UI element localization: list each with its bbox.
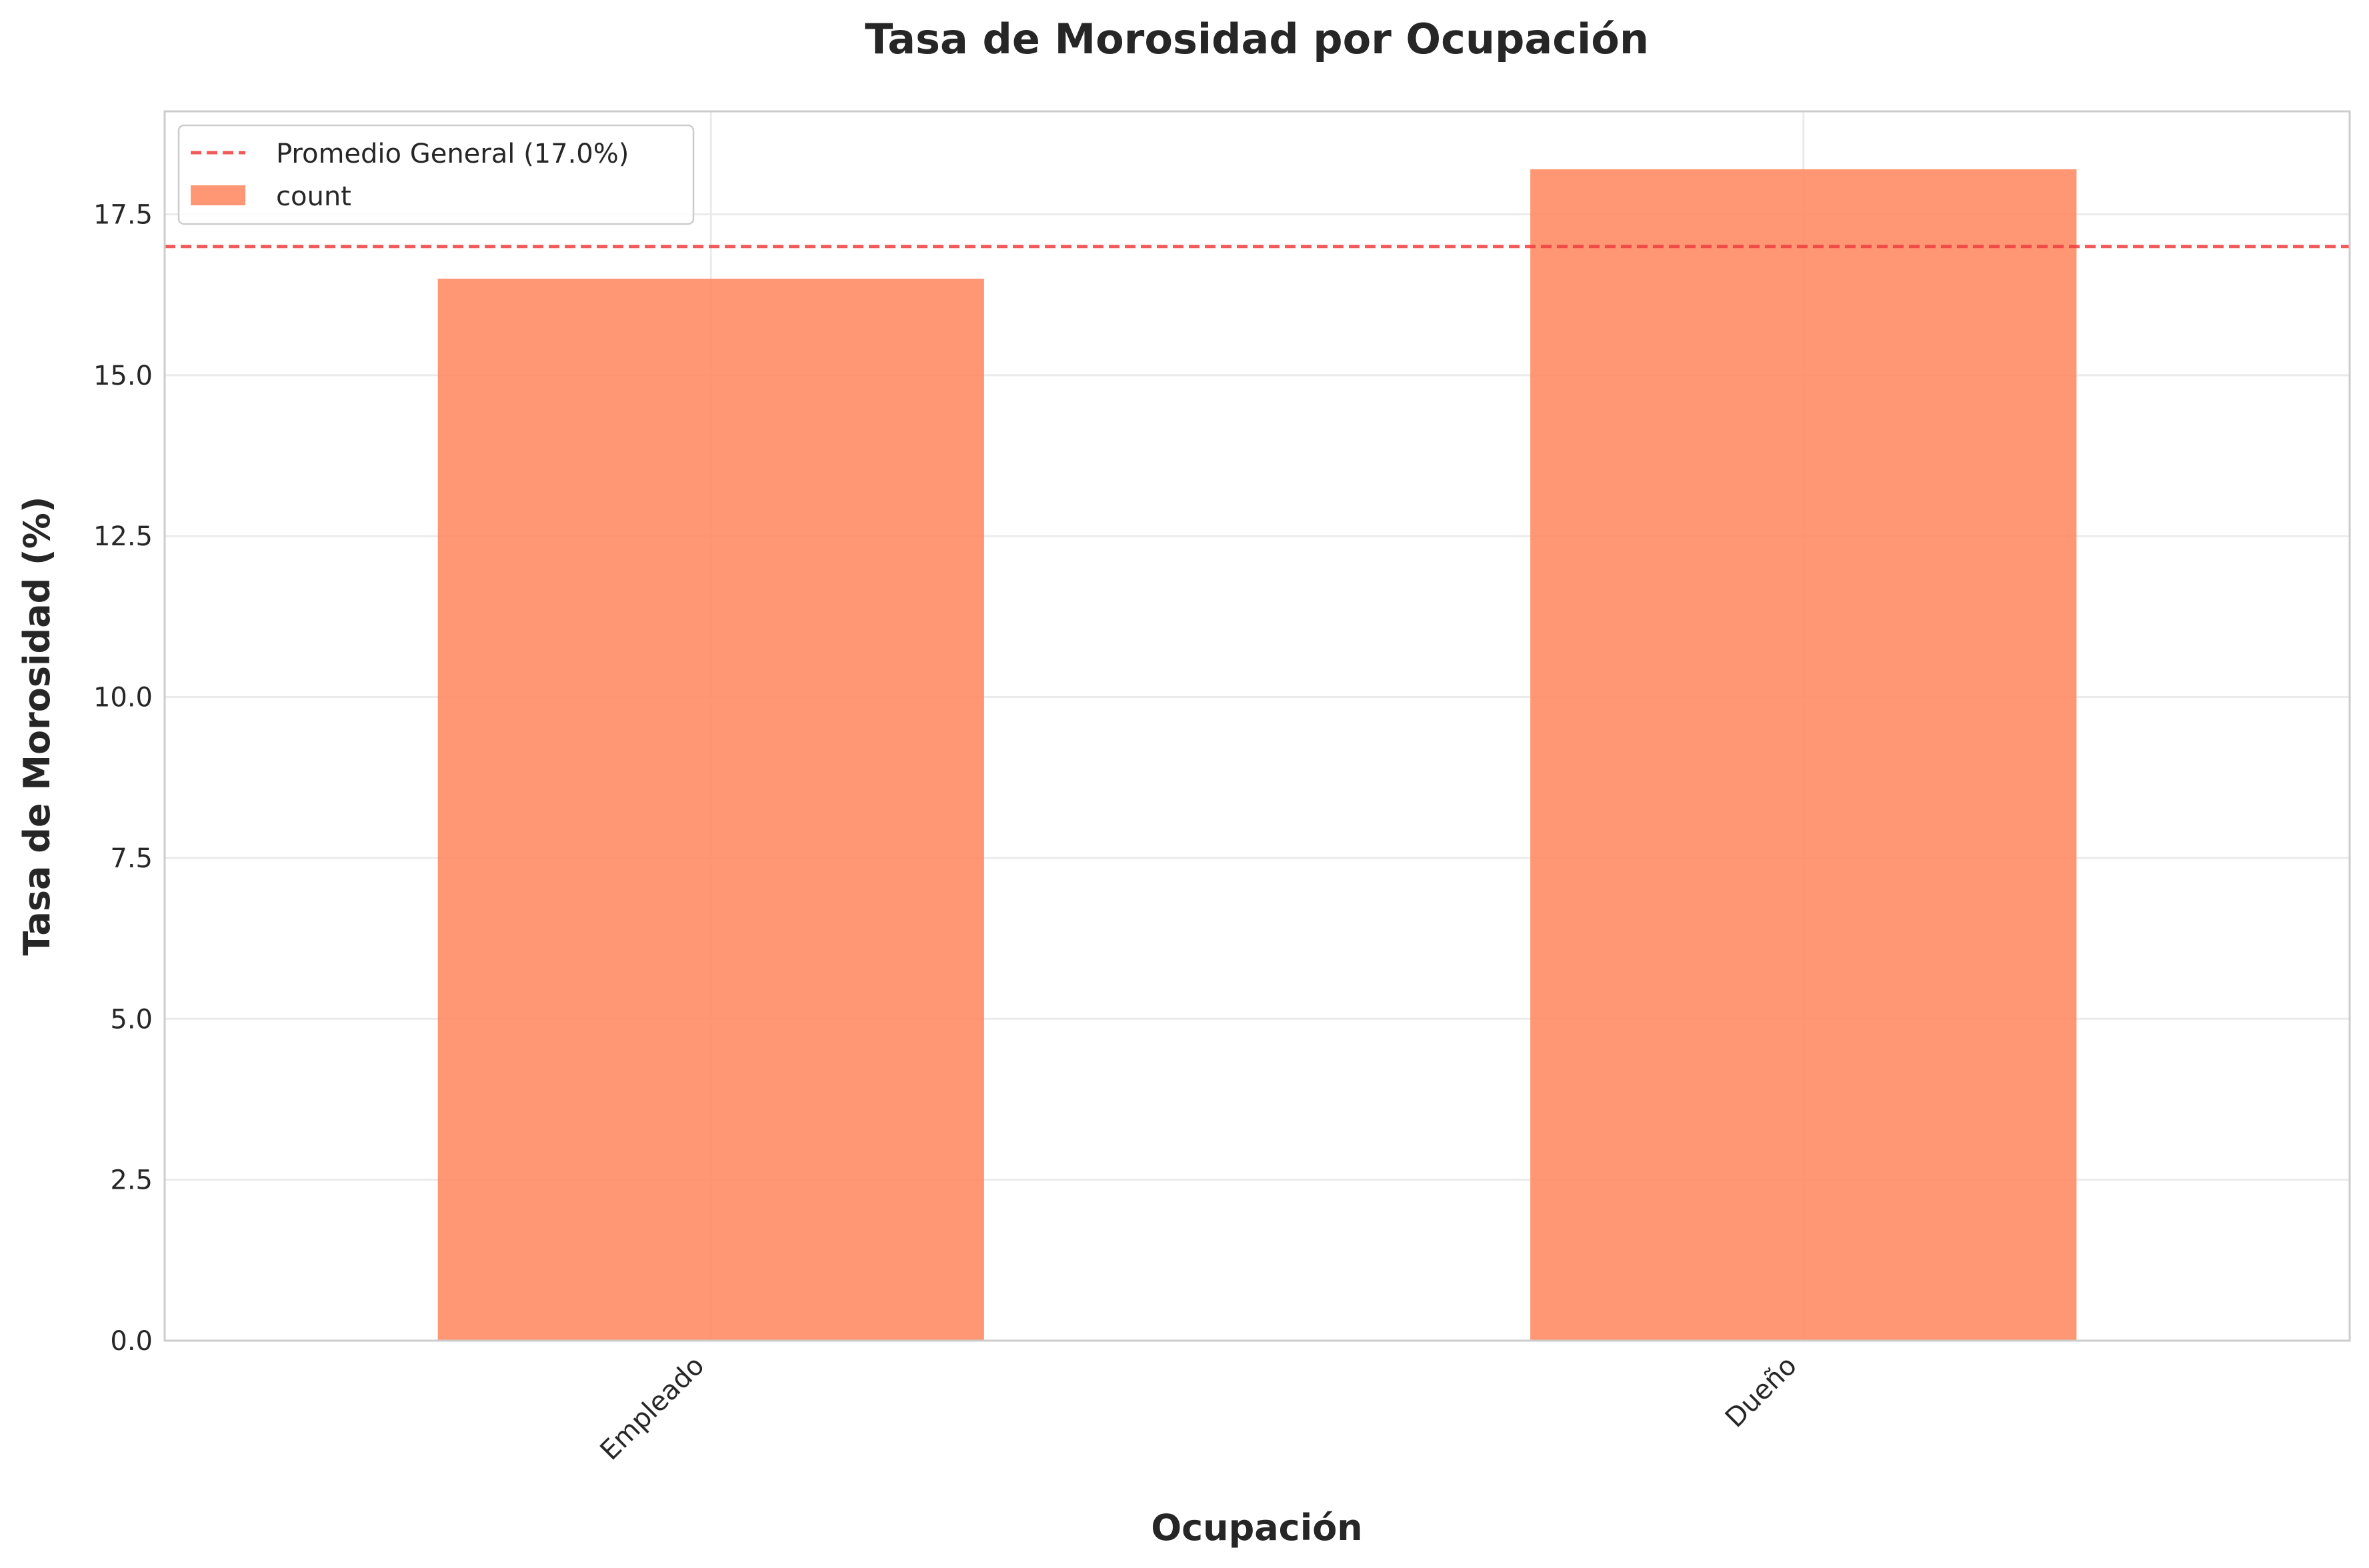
bar-dueño bbox=[1530, 169, 2077, 1341]
legend-box bbox=[177, 124, 695, 225]
y-tick-label: 2.5 bbox=[110, 1165, 153, 1196]
legend-series-swatch bbox=[191, 185, 245, 205]
bar-empleado bbox=[437, 279, 984, 1341]
y-tick-label: 17.5 bbox=[93, 199, 153, 230]
plot-frame bbox=[163, 110, 2351, 1342]
y-axis-ticks: 0.0 2.5 5.0 7.5 10.0 12.5 15.0 17.5 bbox=[93, 199, 153, 1357]
y-tick-label: 12.5 bbox=[93, 521, 153, 552]
x-axis-title: Ocupación bbox=[1151, 1507, 1363, 1549]
y-tick-label: 5.0 bbox=[110, 1004, 153, 1035]
legend-series-label: count bbox=[276, 181, 351, 212]
y-tick-label: 7.5 bbox=[110, 843, 153, 874]
y-tick-label: 15.0 bbox=[93, 361, 153, 391]
y-tick-label: 10.0 bbox=[93, 683, 153, 713]
chart-title: Tasa de Morosidad por Ocupación bbox=[865, 15, 1649, 63]
legend-reference-line-label: Promedio General (17.0%) bbox=[276, 139, 629, 169]
bars bbox=[437, 169, 2077, 1341]
y-axis-title: Tasa de Morosidad (%) bbox=[16, 496, 58, 955]
legend: Promedio General (17.0%) count bbox=[177, 124, 695, 225]
y-tick-label: 0.0 bbox=[110, 1326, 153, 1357]
